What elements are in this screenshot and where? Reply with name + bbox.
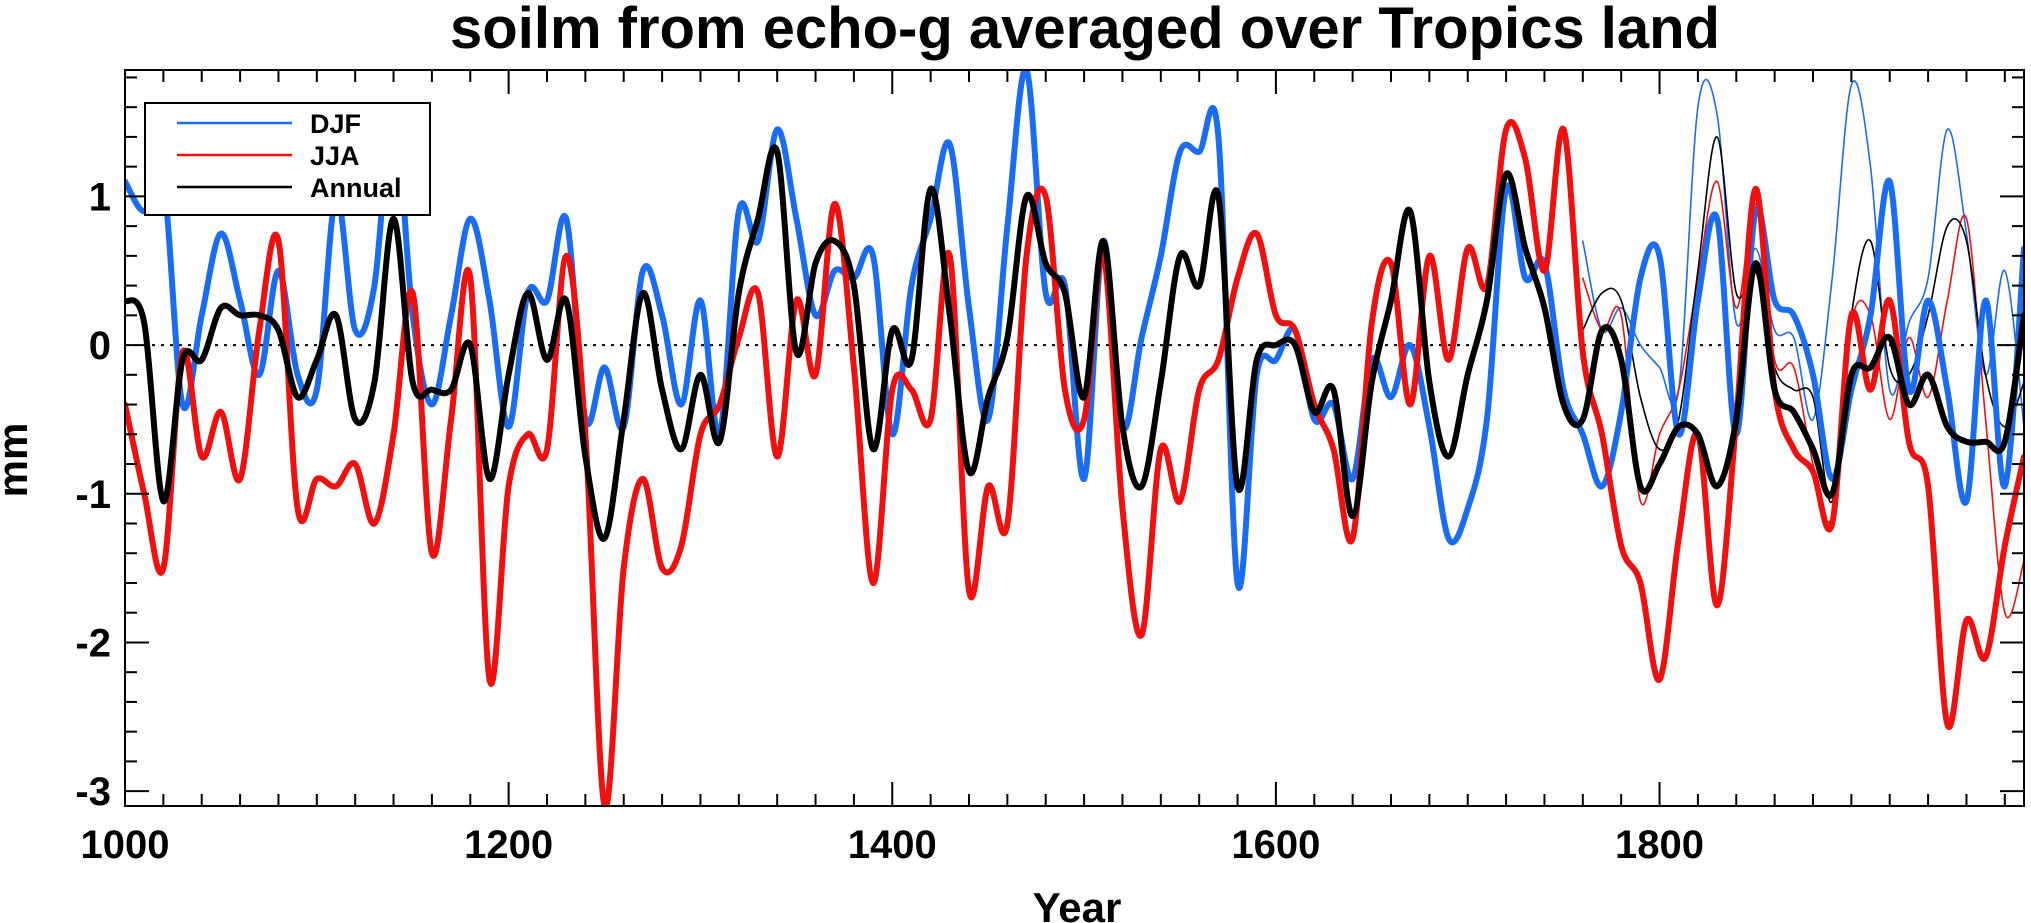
x-axis-label: Year: [1033, 884, 1122, 923]
plot-border: [124, 69, 2025, 807]
x-tick-label: 1600: [1231, 823, 1320, 867]
series-line-jja: [125, 119, 2024, 806]
plot-frame: [124, 69, 2025, 807]
y-tick-label: 1: [89, 175, 111, 219]
series-line-annual: [125, 144, 2024, 542]
series-line-jja-thin: [1582, 180, 2024, 619]
legend-label-jja: JJA: [310, 141, 360, 171]
axis-ticks: 1000 1200 1400 1600 1800 1 0 -1 -2 -3: [75, 70, 2024, 867]
y-axis-label: mm: [0, 423, 36, 498]
legend-label-djf: DJF: [310, 109, 361, 139]
legend-box: [144, 102, 431, 216]
x-tick-label: 1400: [848, 823, 937, 867]
x-tick-label: 1200: [464, 823, 553, 867]
y-tick-label: -3: [75, 770, 111, 814]
y-tick-label: -2: [75, 621, 111, 665]
chart-title: soilm from echo-g averaged over Tropics …: [450, 0, 1720, 61]
x-tick-label: 1000: [81, 823, 170, 867]
legend-label-annual: Annual: [310, 173, 402, 203]
y-tick-label: -1: [75, 473, 111, 517]
series-layer: [125, 70, 2024, 806]
x-tick-label: 1800: [1615, 823, 1704, 867]
y-tick-label: 0: [89, 324, 111, 368]
